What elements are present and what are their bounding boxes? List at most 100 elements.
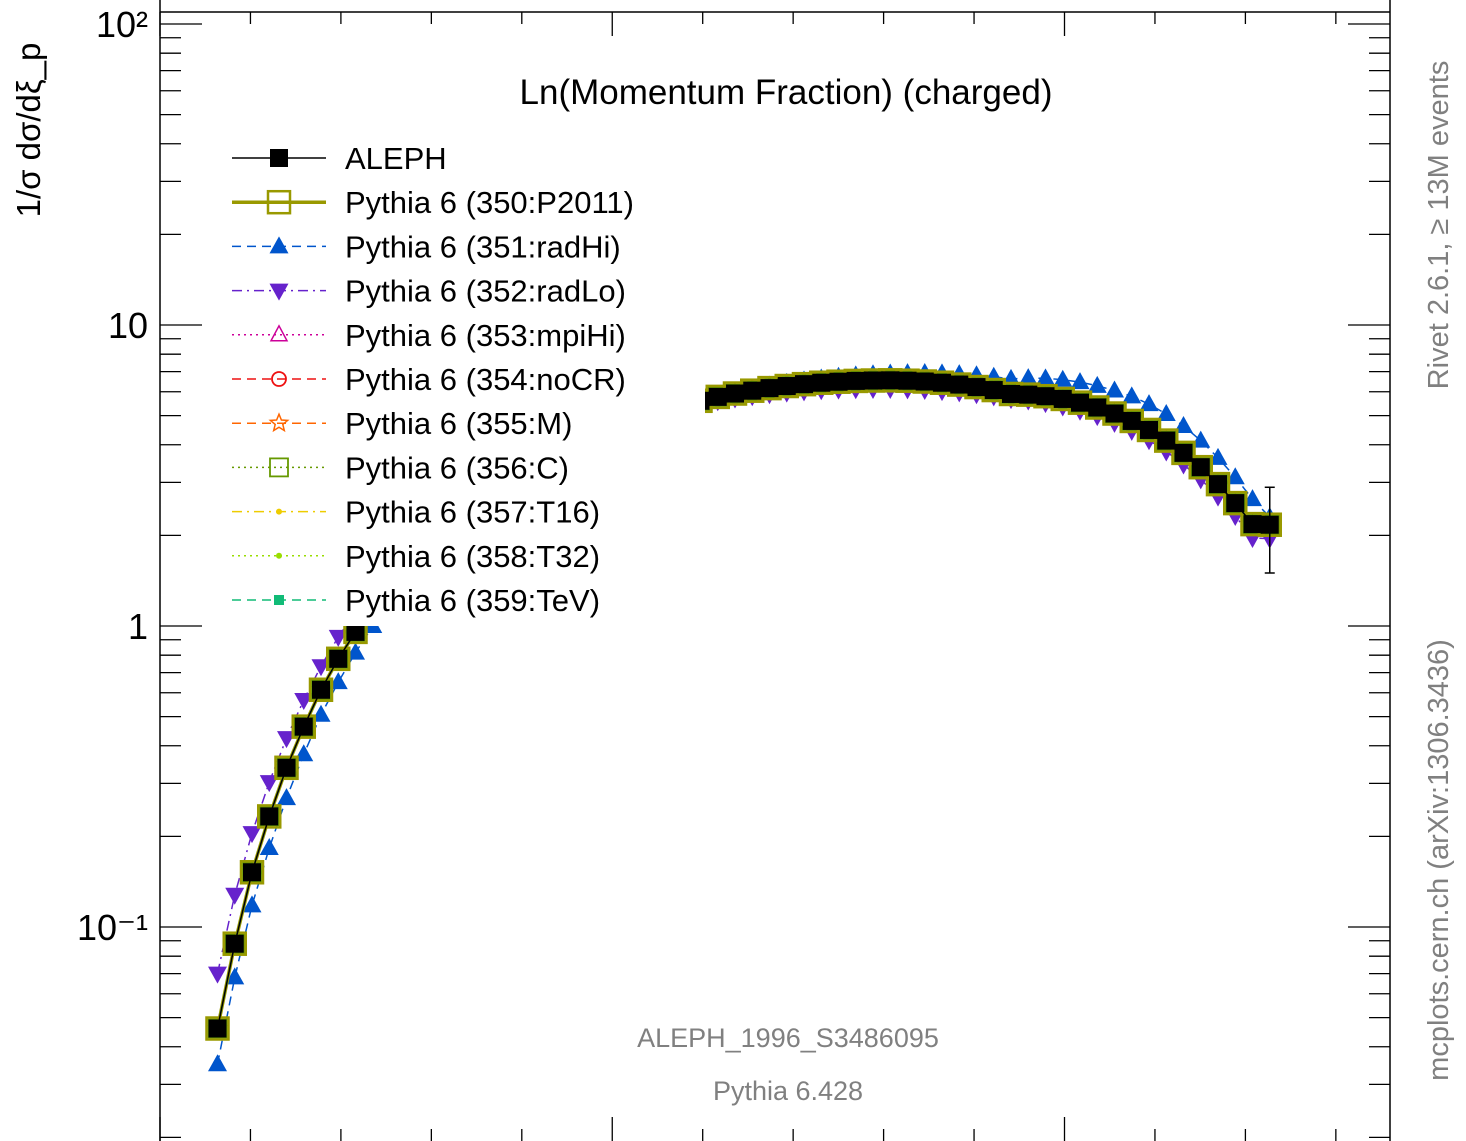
data-point [1002, 384, 1020, 403]
data-point [1105, 380, 1124, 398]
data-point [208, 1019, 227, 1038]
data-point [259, 775, 279, 793]
data-point [260, 807, 279, 826]
analysis-annotation: ALEPH_1996_S3486095 [637, 1023, 939, 1053]
data-point [984, 381, 1003, 400]
data-point [795, 375, 813, 394]
data-point [1018, 368, 1038, 386]
data-point [760, 379, 779, 398]
data-point [1225, 467, 1245, 485]
data-point [222, 931, 247, 956]
data-point [208, 1054, 227, 1072]
data-point [846, 371, 865, 390]
legend-item-pythia-6-351-radhi: Pythia 6 (351:radHi) [232, 229, 621, 264]
legend-label: Pythia 6 (351:radHi) [345, 229, 621, 264]
y-tick-labels: 10² 10 1 10⁻¹ [77, 4, 148, 948]
legend-marker [269, 236, 289, 254]
legend-label: Pythia 6 (359:TeV) [345, 583, 600, 618]
data-point [1243, 489, 1262, 507]
data-point [294, 717, 313, 736]
data-point [1260, 515, 1279, 534]
legend-marker [268, 412, 290, 433]
data-point [1001, 368, 1021, 386]
data-point [1071, 393, 1089, 412]
data-point [326, 646, 351, 672]
legend-item-pythia-6-350-p2011: Pythia 6 (350:P2011) [232, 185, 634, 220]
legend-item-pythia-6-355-m: Pythia 6 (355:M) [232, 406, 572, 441]
data-point [1088, 398, 1107, 417]
data-point [257, 804, 282, 829]
data-point [242, 895, 262, 913]
data-point [933, 373, 951, 392]
legend-item-pythia-6-353-mpihi: Pythia 6 (353:mpiHi) [232, 318, 626, 353]
data-point [743, 381, 762, 400]
data-point [1208, 447, 1228, 465]
data-point [1174, 415, 1193, 433]
data-point [225, 934, 244, 953]
data-point [277, 731, 296, 749]
data-point [1157, 431, 1176, 450]
data-point [1226, 494, 1245, 513]
data-point [1019, 385, 1038, 404]
generator-annotation: Pythia 6.428 [713, 1076, 863, 1106]
legend-marker [269, 283, 289, 301]
data-point [1053, 369, 1073, 387]
legend-item-pythia-6-354-nocr: Pythia 6 (354:noCR) [232, 362, 626, 397]
data-point [291, 714, 316, 739]
data-point [328, 672, 348, 690]
data-point [708, 387, 727, 406]
data-point [1191, 458, 1210, 477]
data-point [312, 680, 330, 699]
data-point [225, 887, 245, 905]
data-point [1122, 411, 1141, 430]
data-point [1174, 443, 1193, 462]
data-point [829, 372, 848, 391]
legend-item-pythia-6-359-tev: Pythia 6 (359:TeV) [232, 583, 600, 618]
legend-marker [270, 149, 288, 167]
data-point [950, 375, 969, 394]
data-point [294, 692, 314, 710]
data-point [864, 371, 882, 390]
data-point [1140, 420, 1158, 439]
legend-marker [276, 508, 282, 515]
data-point [274, 755, 299, 781]
data-point [277, 758, 296, 777]
data-point [243, 863, 261, 882]
data-point [1105, 404, 1124, 423]
legend-label: Pythia 6 (350:P2011) [345, 185, 634, 220]
data-point [1205, 471, 1231, 497]
data-point [205, 1016, 230, 1041]
legend-item-pythia-6-357-t16: Pythia 6 (357:T16) [232, 495, 600, 530]
data-point [346, 622, 365, 641]
data-point [277, 788, 296, 806]
legend-item-pythia-6-352-radlo: Pythia 6 (352:radLo) [232, 274, 626, 309]
legend-label: Pythia 6 (356:C) [345, 450, 569, 485]
data-point [1191, 430, 1211, 448]
data-point [311, 659, 331, 677]
data-point [1156, 404, 1176, 422]
data-point [1209, 475, 1227, 494]
data-point [259, 838, 279, 856]
legend-marker [269, 324, 289, 342]
legend-item-pythia-6-358-t32: Pythia 6 (358:T32) [232, 539, 600, 574]
data-point [915, 372, 934, 391]
data-point [1154, 428, 1179, 453]
data-point [812, 373, 831, 392]
legend: ALEPH Pythia 6 (350:P2011) Pythia 6 (351:r… [232, 141, 634, 618]
legend-label: Pythia 6 (352:radLo) [345, 274, 626, 309]
data-point [208, 966, 227, 984]
legend-label: Pythia 6 (358:T32) [345, 539, 600, 574]
data-point [1188, 454, 1213, 480]
legend-label: Pythia 6 (353:mpiHi) [345, 318, 626, 353]
axis-ticks [159, 12, 1390, 1141]
data-point [726, 384, 744, 403]
side-label-top: Rivet 2.6.1, ≥ 13M events [1423, 61, 1455, 390]
legend-marker [276, 552, 282, 559]
data-point [239, 860, 265, 885]
legend-item-pythia-6-356-c: Pythia 6 (356:C) [232, 450, 569, 485]
data-point [1171, 440, 1196, 466]
data-point [329, 649, 348, 668]
data-point [346, 642, 365, 660]
y-tick-label: 10 [108, 305, 148, 346]
